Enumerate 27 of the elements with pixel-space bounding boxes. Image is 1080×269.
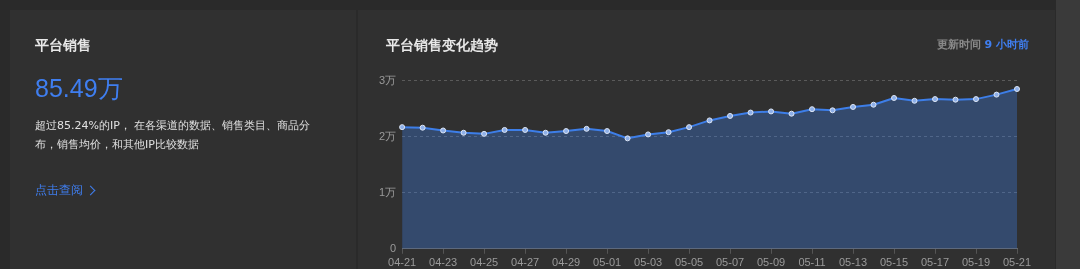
text: 更新时间 [936, 38, 982, 51]
x-tick-label: 05-15 [879, 256, 909, 269]
y-tick-label: 2万 [378, 129, 397, 142]
y-tick-label: 3万 [378, 73, 397, 86]
y-tick-label: 0 [389, 241, 397, 254]
x-tick-label: 05-01 [593, 256, 622, 269]
x-tick-label: 05-09 [756, 256, 786, 269]
chart-title: 平台销售变化趋势 [386, 37, 498, 55]
text: 超过85.24%的IP， 在各渠道的数据、销售类目、商品分布，销售均价，和其他IP比较数据 [35, 119, 311, 151]
text: 平台销售 [35, 37, 91, 55]
x-tick-label: 05-11 [798, 256, 826, 269]
y-tick-label: 1万 [378, 185, 397, 198]
text: 9 小时前 [984, 38, 1029, 51]
x-tick-label: 04-25 [470, 256, 499, 269]
x-tick-label: 04-23 [429, 256, 458, 269]
x-tick-label: 05-21 [1002, 256, 1032, 269]
x-tick-label: 04-29 [552, 256, 581, 269]
x-tick-label: 05-03 [634, 256, 663, 269]
x-tick-label: 05-05 [674, 256, 704, 269]
x-tick-label: 05-13 [838, 256, 868, 269]
x-tick-label: 04-27 [511, 256, 540, 269]
x-tick-label: 05-19 [961, 256, 991, 269]
x-tick-label: 05-17 [920, 256, 950, 269]
text: 点击查阅 [35, 182, 83, 199]
x-tick-label: 05-07 [715, 256, 745, 269]
text: 85.49万 [35, 74, 123, 102]
x-tick-label: 04-21 [388, 256, 417, 269]
